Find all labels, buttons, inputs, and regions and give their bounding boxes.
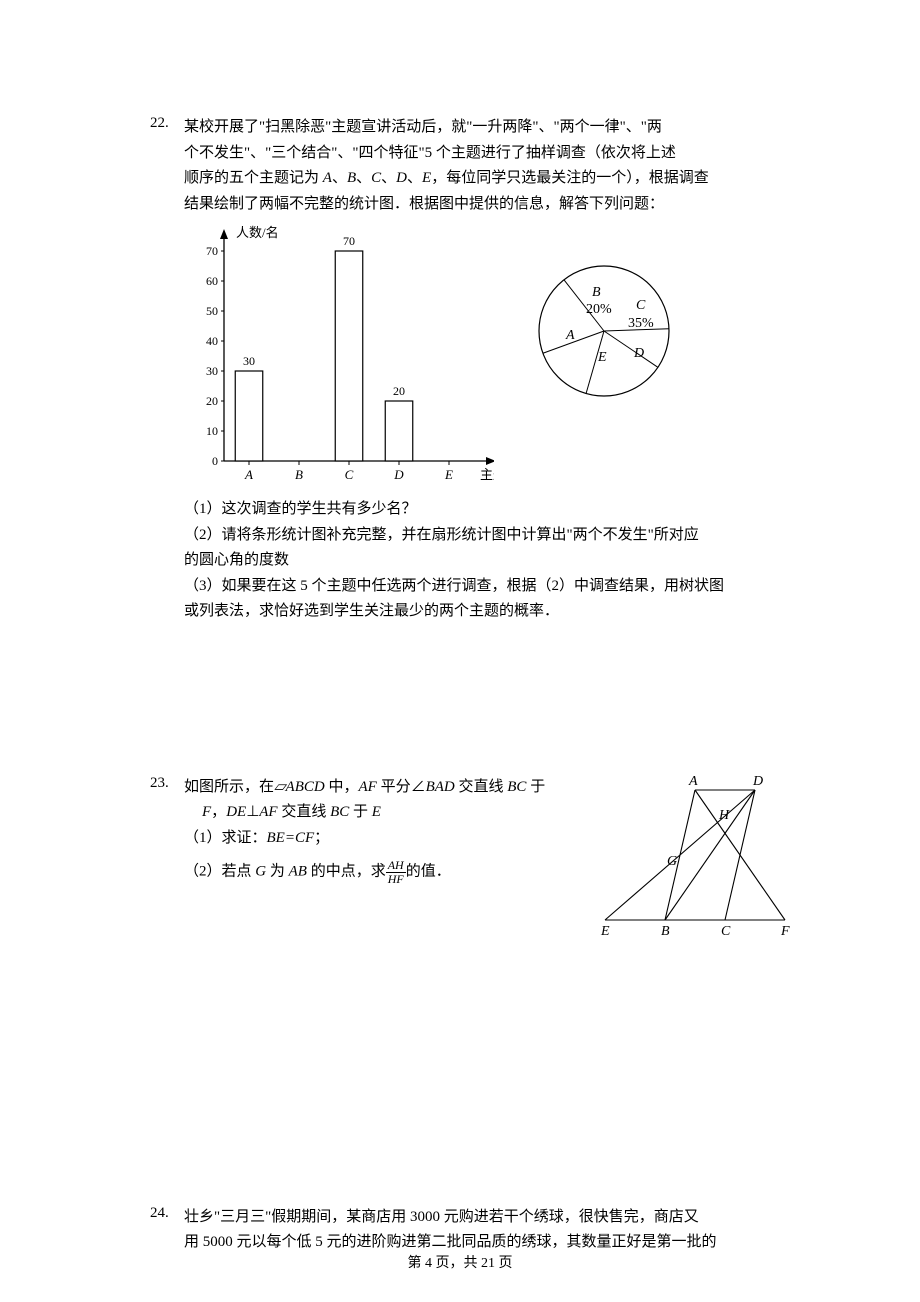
q23-line1: 如图所示，在▱ABCD 中，AF 平分∠BAD 交直线 BC 于 bbox=[184, 775, 571, 801]
svg-text:70: 70 bbox=[206, 244, 218, 258]
svg-text:D: D bbox=[393, 467, 404, 482]
svg-text:F: F bbox=[780, 924, 790, 939]
svg-text:B: B bbox=[592, 285, 601, 300]
problem-24: 24. 壮乡"三月三"假期期间，某商店用 3000 元购进若干个绣球，很快售完，… bbox=[150, 1205, 800, 1256]
svg-text:E: E bbox=[444, 467, 453, 482]
q22-sub2-line: （2）请将条形统计图补充完整，并在扇形统计图中计算出"两个不发生"所对应 bbox=[184, 523, 800, 549]
problem-24-body: 壮乡"三月三"假期期间，某商店用 3000 元购进若干个绣球，很快售完，商店又 … bbox=[184, 1205, 800, 1256]
svg-text:D: D bbox=[633, 346, 644, 361]
problem-22-body: 某校开展了"扫黑除恶"主题宣讲活动后，就"一升两降"、"两个一律"、"两 个不发… bbox=[184, 115, 800, 625]
q22-charts: 0 10 20 30 40 50 60 70 人数/名 A 30 B C 70 D 20 E 主题 B 20% C 35… bbox=[184, 221, 800, 491]
problem-number: 24. bbox=[150, 1205, 184, 1222]
svg-text:70: 70 bbox=[343, 234, 355, 248]
q22-sub3-line: 或列表法，求恰好选到学生关注最少的两个主题的概率． bbox=[184, 599, 800, 625]
svg-text:40: 40 bbox=[206, 334, 218, 348]
bar-chart: 0 10 20 30 40 50 60 70 人数/名 A 30 B C 70 D 20 E 主题 bbox=[184, 221, 494, 491]
q22-intro-line: 顺序的五个主题记为 A、B、C、D、E，每位同学只选最关注的一个），根据调查 bbox=[184, 166, 800, 192]
exam-page: 22. 某校开展了"扫黑除恶"主题宣讲活动后，就"一升两降"、"两个一律"、"两… bbox=[0, 0, 920, 1302]
svg-text:A: A bbox=[565, 328, 575, 343]
svg-text:主题: 主题 bbox=[480, 467, 494, 482]
q22-intro-line: 结果绘制了两幅不完整的统计图．根据图中提供的信息，解答下列问题： bbox=[184, 192, 800, 218]
svg-text:B: B bbox=[295, 467, 303, 482]
svg-text:C: C bbox=[345, 467, 354, 482]
q23-text: 如图所示，在▱ABCD 中，AF 平分∠BAD 交直线 BC 于 F，DE⊥AF… bbox=[184, 775, 571, 886]
fraction-ah-hf: AHHF bbox=[386, 859, 406, 885]
svg-text:20: 20 bbox=[393, 384, 405, 398]
svg-text:30: 30 bbox=[243, 354, 255, 368]
svg-text:10: 10 bbox=[206, 424, 218, 438]
problem-23: 23. 如图所示，在▱ABCD 中，AF 平分∠BAD 交直线 BC 于 F，D… bbox=[150, 775, 800, 945]
svg-text:G: G bbox=[667, 854, 677, 869]
q23-sub2: （2）若点 G 为 AB 的中点，求AHHF的值． bbox=[184, 859, 571, 885]
svg-text:E: E bbox=[597, 350, 607, 365]
q23-line2: F，DE⊥AF 交直线 BC 于 E bbox=[184, 800, 571, 826]
svg-text:0: 0 bbox=[212, 454, 218, 468]
q22-sub3-line: （3）如果要在这 5 个主题中任选两个进行调查，根据（2）中调查结果，用树状图 bbox=[184, 574, 800, 600]
q22-intro-line: 某校开展了"扫黑除恶"主题宣讲活动后，就"一升两降"、"两个一律"、"两 bbox=[184, 115, 800, 141]
svg-text:35%: 35% bbox=[628, 316, 654, 331]
pie-chart: B 20% C 35% A E D bbox=[514, 251, 714, 431]
q22-sub1: （1）这次调查的学生共有多少名？ bbox=[184, 497, 800, 523]
problem-number: 22. bbox=[150, 115, 184, 132]
svg-text:H: H bbox=[718, 808, 730, 823]
page-footer: 第 4 页，共 21 页 bbox=[0, 1252, 920, 1272]
problem-number: 23. bbox=[150, 775, 184, 792]
svg-text:20%: 20% bbox=[586, 302, 612, 317]
svg-text:A: A bbox=[244, 467, 253, 482]
svg-text:人数/名: 人数/名 bbox=[236, 225, 279, 240]
q22-sub2-line: 的圆心角的度数 bbox=[184, 548, 800, 574]
q24-line: 壮乡"三月三"假期期间，某商店用 3000 元购进若干个绣球，很快售完，商店又 bbox=[184, 1205, 800, 1231]
q23-sub1: （1）求证：BE=CF； bbox=[184, 826, 571, 852]
svg-text:A: A bbox=[688, 775, 698, 789]
svg-text:B: B bbox=[661, 924, 670, 939]
problem-22: 22. 某校开展了"扫黑除恶"主题宣讲活动后，就"一升两降"、"两个一律"、"两… bbox=[150, 115, 800, 625]
svg-text:60: 60 bbox=[206, 274, 218, 288]
svg-text:30: 30 bbox=[206, 364, 218, 378]
svg-text:E: E bbox=[600, 924, 610, 939]
svg-text:C: C bbox=[721, 924, 731, 939]
svg-text:20: 20 bbox=[206, 394, 218, 408]
svg-text:D: D bbox=[752, 775, 763, 789]
svg-text:C: C bbox=[636, 298, 646, 313]
problem-23-body: 如图所示，在▱ABCD 中，AF 平分∠BAD 交直线 BC 于 F，DE⊥AF… bbox=[184, 775, 800, 945]
svg-text:50: 50 bbox=[206, 304, 218, 318]
q22-intro-line: 个不发生"、"三个结合"、"四个特征"5 个主题进行了抽样调查（依次将上述 bbox=[184, 141, 800, 167]
parallelogram-diagram: E B C F A D G H bbox=[595, 775, 800, 945]
